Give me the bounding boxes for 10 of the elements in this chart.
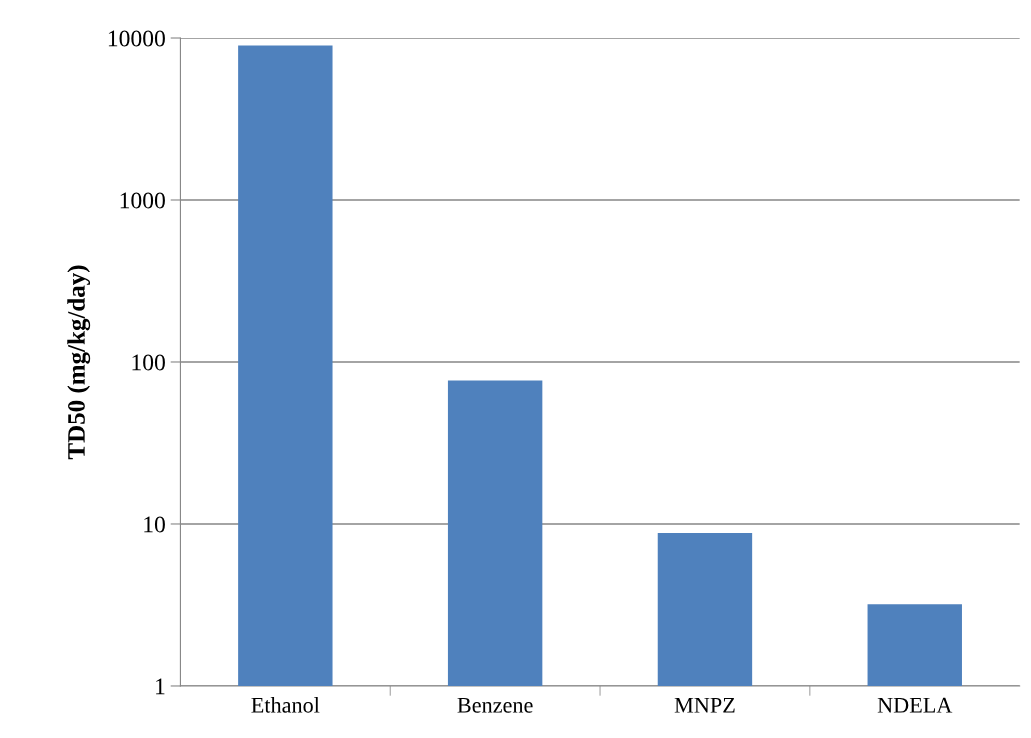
x-tick-label: Ethanol [251,697,320,713]
y-tick-label: 1 [156,678,165,695]
y-tick-label: 100 [132,354,165,371]
x-tick-label: MNPZ [674,697,735,713]
x-tick-label: NDELA [877,697,953,713]
x-tick-label: Benzene [457,697,533,713]
y-axis-title: TD50 (mg/kg/day) [67,265,91,460]
y-tick-label: 1000 [120,192,165,209]
y-tick-label: 10 [144,516,165,533]
y-tick-label: 10000 [108,30,165,47]
